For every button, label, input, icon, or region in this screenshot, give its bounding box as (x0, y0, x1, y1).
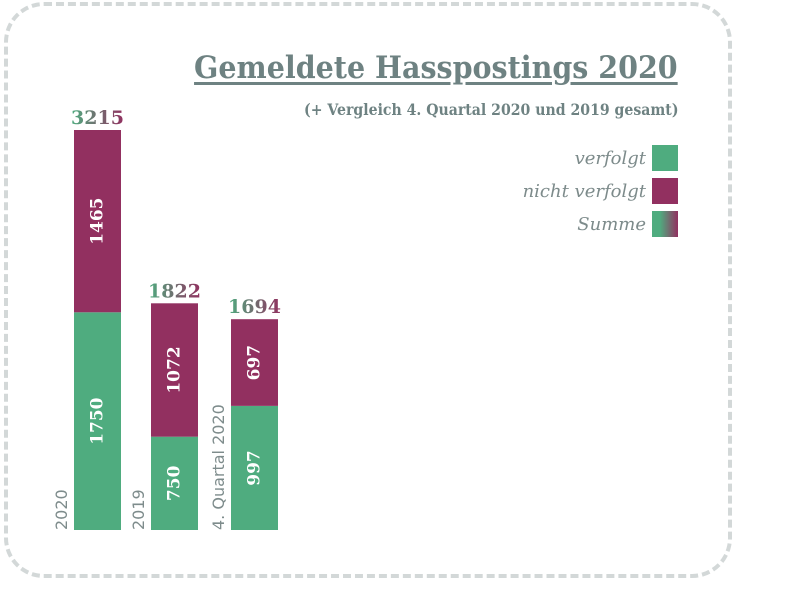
bar-segment-verfolgt-2020 (74, 312, 121, 530)
legend-item-summe: Summe (523, 211, 678, 237)
legend-label-summe: Summe (577, 213, 646, 235)
bar-segment-nicht-verfolgt-4-quartal-2020 (231, 319, 278, 406)
total-label-2019: 1822 (148, 280, 201, 302)
legend-swatch-nicht-verfolgt (652, 178, 678, 204)
chart-title: Gemeldete Hasspostings 2020 (194, 50, 678, 86)
legend-item-verfolgt: verfolgt (523, 145, 678, 171)
total-label-4-quartal-2020: 1694 (228, 296, 281, 318)
legend-swatch-verfolgt (652, 145, 678, 171)
category-label-2020: 2020 (52, 489, 71, 530)
bar-segment-nicht-verfolgt-2019 (151, 303, 198, 437)
data-label-verfolgt-2019: 750 (165, 465, 185, 501)
legend-item-nicht-verfolgt: nicht verfolgt (523, 178, 678, 204)
data-label-nicht-verfolgt-2019: 1072 (165, 346, 185, 393)
chart-card-frame (4, 2, 732, 578)
total-label-2020: 3215 (71, 107, 124, 129)
data-label-nicht-verfolgt-4-quartal-2020: 697 (245, 345, 265, 381)
bar-segment-verfolgt-4-quartal-2020 (231, 406, 278, 530)
legend-label-nicht-verfolgt: nicht verfolgt (522, 180, 646, 202)
category-label-2019: 2019 (129, 489, 148, 530)
bar-segment-verfolgt-2019 (151, 436, 198, 530)
data-label-verfolgt-2020: 1750 (88, 397, 108, 444)
bar-segment-nicht-verfolgt-2020 (74, 130, 121, 313)
legend-label-verfolgt: verfolgt (574, 147, 646, 169)
legend-swatch-summe (652, 211, 678, 237)
category-label-4-quartal-2020: 4. Quartal 2020 (209, 404, 228, 530)
data-label-nicht-verfolgt-2020: 1465 (88, 197, 108, 244)
chart-subtitle: (+ Vergleich 4. Quartal 2020 und 2019 ge… (303, 100, 678, 119)
chart-legend: verfolgt nicht verfolgt Summe (523, 145, 678, 244)
data-label-verfolgt-4-quartal-2020: 997 (245, 450, 265, 486)
